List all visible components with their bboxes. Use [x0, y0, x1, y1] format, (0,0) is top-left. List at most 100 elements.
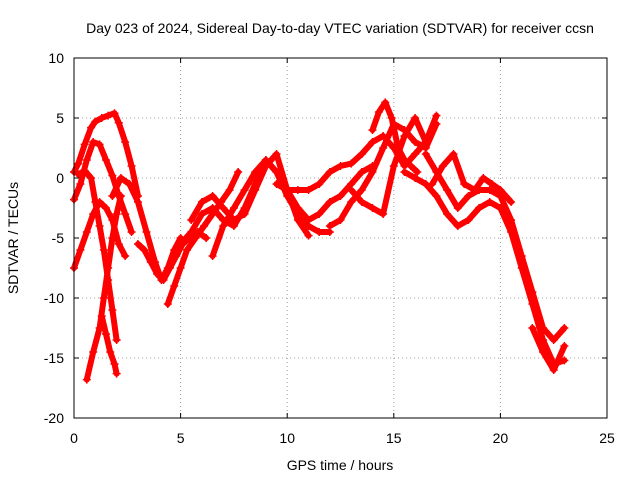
- series-track-17: [400, 168, 569, 368]
- data-point: [89, 348, 98, 356]
- data-point: [82, 228, 91, 236]
- data-point: [110, 360, 119, 368]
- data-point: [347, 198, 356, 206]
- data-point: [560, 342, 569, 350]
- data-point: [336, 162, 345, 170]
- data-point: [219, 222, 228, 230]
- data-point: [496, 186, 505, 194]
- data-point: [453, 222, 462, 230]
- data-point: [374, 108, 383, 116]
- data-point: [142, 228, 151, 236]
- data-point: [163, 300, 172, 308]
- data-point: [394, 144, 403, 152]
- data-point: [229, 216, 238, 224]
- data-point: [357, 150, 366, 158]
- data-point: [127, 162, 136, 170]
- data-point: [106, 348, 115, 356]
- series-track-19: [428, 150, 516, 206]
- data-point: [272, 180, 281, 188]
- data-point: [74, 159, 83, 168]
- data-point: [411, 174, 420, 182]
- data-point: [95, 222, 104, 230]
- data-point: [153, 270, 162, 278]
- x-tick-label: 25: [599, 430, 615, 446]
- data-point: [443, 186, 452, 194]
- x-tick-label: 10: [279, 430, 295, 446]
- y-tick-label: 5: [56, 110, 64, 126]
- y-tick-label: 10: [48, 50, 64, 66]
- data-point: [560, 324, 569, 332]
- data-point: [191, 234, 200, 242]
- data-point: [208, 204, 217, 212]
- axis-ticks: 0 5 10 15 20 25 -20 -15 -10 -5 0 5 10: [44, 50, 615, 446]
- data-point: [89, 138, 98, 146]
- data-point: [293, 204, 302, 212]
- data-point: [99, 246, 108, 254]
- series-track-20: [528, 324, 569, 374]
- data-point: [487, 180, 496, 188]
- data-point: [381, 98, 390, 107]
- data-point: [101, 204, 110, 212]
- data-point: [315, 210, 324, 218]
- data-point: [225, 186, 234, 194]
- data-point: [108, 234, 117, 242]
- data-point: [325, 222, 334, 230]
- data-point: [133, 240, 142, 248]
- data-point: [176, 264, 185, 272]
- data-point: [507, 198, 516, 206]
- data-point: [202, 234, 211, 242]
- data-point: [387, 114, 396, 122]
- data-point: [197, 210, 206, 218]
- data-point: [485, 198, 494, 206]
- data-point: [357, 186, 366, 194]
- data-point: [82, 156, 91, 164]
- data-point: [133, 198, 142, 206]
- data-point: [116, 174, 125, 182]
- data-point: [146, 258, 155, 266]
- data-point: [539, 324, 548, 332]
- data-point: [449, 150, 458, 158]
- data-point: [208, 252, 217, 260]
- data-point: [368, 204, 377, 212]
- series-line: [529, 325, 568, 373]
- data-point: [347, 186, 356, 194]
- series-track-5: [82, 192, 125, 384]
- data-point: [539, 348, 548, 356]
- data-point: [315, 180, 324, 188]
- data-point: [229, 204, 238, 212]
- data-point: [293, 216, 302, 224]
- series-line: [422, 151, 568, 343]
- data-point: [485, 186, 494, 194]
- data-point: [76, 246, 85, 254]
- data-point: [82, 375, 91, 384]
- data-point: [272, 168, 281, 176]
- data-point: [112, 336, 121, 344]
- data-point: [176, 240, 185, 248]
- data-point: [97, 114, 106, 122]
- data-point: [91, 117, 100, 126]
- data-point: [443, 210, 452, 218]
- data-point: [464, 192, 473, 200]
- data-point: [251, 186, 260, 194]
- data-point: [413, 168, 422, 176]
- data-point: [80, 140, 89, 149]
- x-axis-label: GPS time / hours: [287, 457, 394, 473]
- data-point: [389, 162, 398, 170]
- data-point: [87, 174, 96, 182]
- data-point: [108, 192, 117, 200]
- data-point: [549, 366, 558, 374]
- data-point: [240, 186, 249, 194]
- data-point: [368, 126, 377, 134]
- data-point: [453, 204, 462, 212]
- y-tick-label: -10: [44, 290, 64, 306]
- y-axis-label: SDTVAR / TECUs: [5, 182, 21, 294]
- data-point: [182, 246, 191, 254]
- data-point: [400, 132, 409, 140]
- data-point: [170, 282, 179, 290]
- chart-title: Day 023 of 2024, Sidereal Day-to-day VTE…: [86, 20, 594, 36]
- data-point: [251, 168, 260, 176]
- data-point: [101, 156, 110, 164]
- data-point: [421, 138, 430, 146]
